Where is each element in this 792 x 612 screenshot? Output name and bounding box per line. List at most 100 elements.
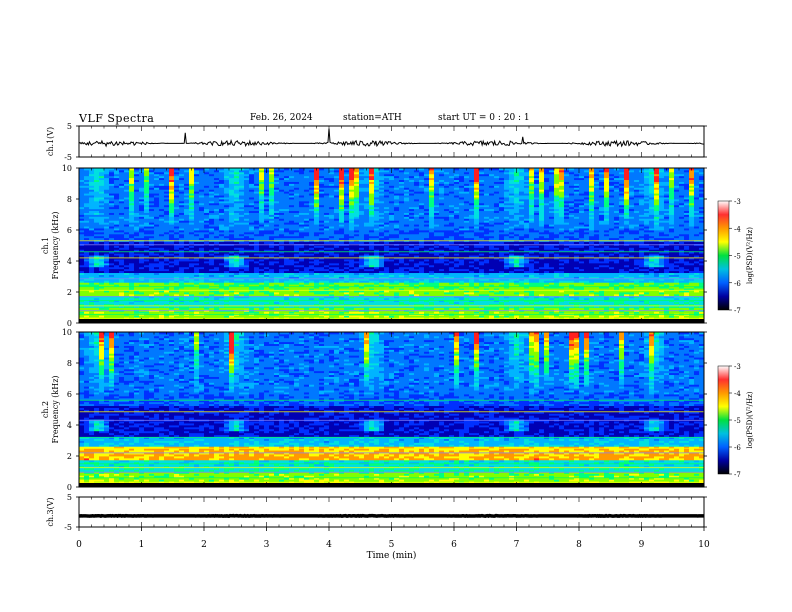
spectrogram-cell <box>189 247 195 250</box>
spectrogram-cell <box>134 293 140 297</box>
spectrogram-cell <box>219 222 225 225</box>
spectrogram-cell <box>144 245 150 248</box>
spectrogram-cell <box>314 266 320 270</box>
spectrogram-cell <box>129 276 135 279</box>
spectrogram-cell <box>209 222 215 225</box>
spectrogram-cell <box>114 276 120 279</box>
spectrogram-cell <box>159 247 165 250</box>
spectrogram-cell <box>79 208 85 212</box>
spectrogram-cell <box>184 173 190 177</box>
spectrogram-cell <box>194 247 200 250</box>
spectrogram-cell <box>134 202 140 206</box>
spectrogram-cell <box>354 210 360 213</box>
spectrogram-cell <box>339 247 345 250</box>
spectrogram-cell <box>324 268 330 272</box>
spectrogram-cell <box>319 297 325 301</box>
spectrogram-cell <box>109 179 115 182</box>
spectrogram-cell <box>319 311 325 314</box>
spectrogram-cell <box>259 249 265 252</box>
spectrogram-cell <box>139 191 145 194</box>
spectrogram-cell <box>189 292 195 295</box>
spectrogram-cell <box>89 171 95 175</box>
spectrogram-cell <box>249 175 255 179</box>
spectrogram-cell <box>179 307 185 310</box>
spectrogram-cell <box>104 259 110 262</box>
spectrogram-cell <box>174 274 180 277</box>
spectrogram-cell <box>139 241 145 244</box>
spectrogram-cell <box>109 255 115 258</box>
spectrogram-cell <box>234 282 240 285</box>
spectrogram-cell <box>339 292 345 295</box>
spectrogram-cell <box>259 181 265 184</box>
spectrogram-cell <box>189 226 195 229</box>
spectrogram-cell <box>104 262 110 266</box>
spectrogram-cell <box>149 193 155 196</box>
spectrogram-cell <box>184 220 190 223</box>
spectrogram-cell <box>124 204 130 208</box>
spectrogram-cell <box>164 259 170 262</box>
spectrogram-cell <box>314 247 320 250</box>
spectrogram-cell <box>264 262 270 266</box>
spectrogram-cell <box>204 222 210 225</box>
spectrogram-cell <box>274 278 280 281</box>
spectrogram-cell <box>159 199 165 202</box>
spectrogram-cell <box>329 233 335 237</box>
spectrogram-cell <box>114 249 120 252</box>
spectrogram-cell <box>164 292 170 295</box>
spectrogram-cell <box>274 253 280 256</box>
spectrogram-cell <box>224 208 230 212</box>
spectrogram-cell <box>174 175 180 179</box>
spectrogram-cell <box>139 206 145 210</box>
spectrogram-cell <box>359 272 365 275</box>
spectrogram-cell <box>284 222 290 225</box>
spectrogram-cell <box>119 228 125 231</box>
spectrogram-cell <box>109 280 115 283</box>
spectrogram-cell <box>304 288 310 291</box>
spectrogram-cell <box>219 307 225 310</box>
spectrogram-cell <box>79 278 85 281</box>
spectrogram-cell <box>194 195 200 198</box>
spectrogram-cell <box>254 305 260 308</box>
spectrogram-cell <box>194 197 200 200</box>
spectrogram-cell <box>149 286 155 289</box>
spectrogram-cell <box>84 305 90 308</box>
spectrogram-cell <box>174 230 180 233</box>
spectrogram-cell <box>104 171 110 175</box>
spectrogram-cell <box>349 266 355 270</box>
spectrogram-cell <box>164 284 170 287</box>
spectrogram-cell <box>139 199 145 202</box>
spectrogram-cell <box>124 175 130 179</box>
spectrogram-cell <box>189 264 195 268</box>
spectrogram-cell <box>219 245 225 248</box>
spectrogram-cell <box>184 288 190 291</box>
spectrogram-cell <box>219 199 225 202</box>
spectrogram-cell <box>214 222 220 225</box>
spectrogram-cell <box>169 249 175 252</box>
spectrogram-cell <box>184 301 190 305</box>
spectrogram-cell <box>174 200 180 204</box>
spectrogram-cell <box>304 311 310 314</box>
spectrogram-cell <box>319 276 325 279</box>
spectrogram-cell <box>254 204 260 208</box>
spectrogram-cell <box>309 210 315 213</box>
spectrogram-cell <box>189 179 195 182</box>
spectrogram-cell <box>129 270 135 274</box>
spectrogram-cell <box>154 171 160 175</box>
spectrogram-cell <box>309 274 315 277</box>
spectrogram-cell <box>259 259 265 262</box>
spectrogram-cell <box>144 253 150 256</box>
spectrogram-cell <box>144 315 150 318</box>
spectrogram-cell <box>239 274 245 277</box>
spectrogram-cell <box>199 181 205 184</box>
spectrogram-cell <box>224 253 230 256</box>
spectrogram-cell <box>104 247 110 250</box>
spectrogram-cell <box>284 272 290 275</box>
spectrogram-cell <box>294 249 300 252</box>
spectrogram-cell <box>359 216 365 219</box>
spectrogram-cell <box>109 191 115 194</box>
spectrogram-cell <box>189 268 195 272</box>
spectrogram-cell <box>229 171 235 175</box>
spectrogram-cell <box>234 168 240 171</box>
spectrogram-cell <box>159 315 165 318</box>
spectrogram-cell <box>259 274 265 277</box>
